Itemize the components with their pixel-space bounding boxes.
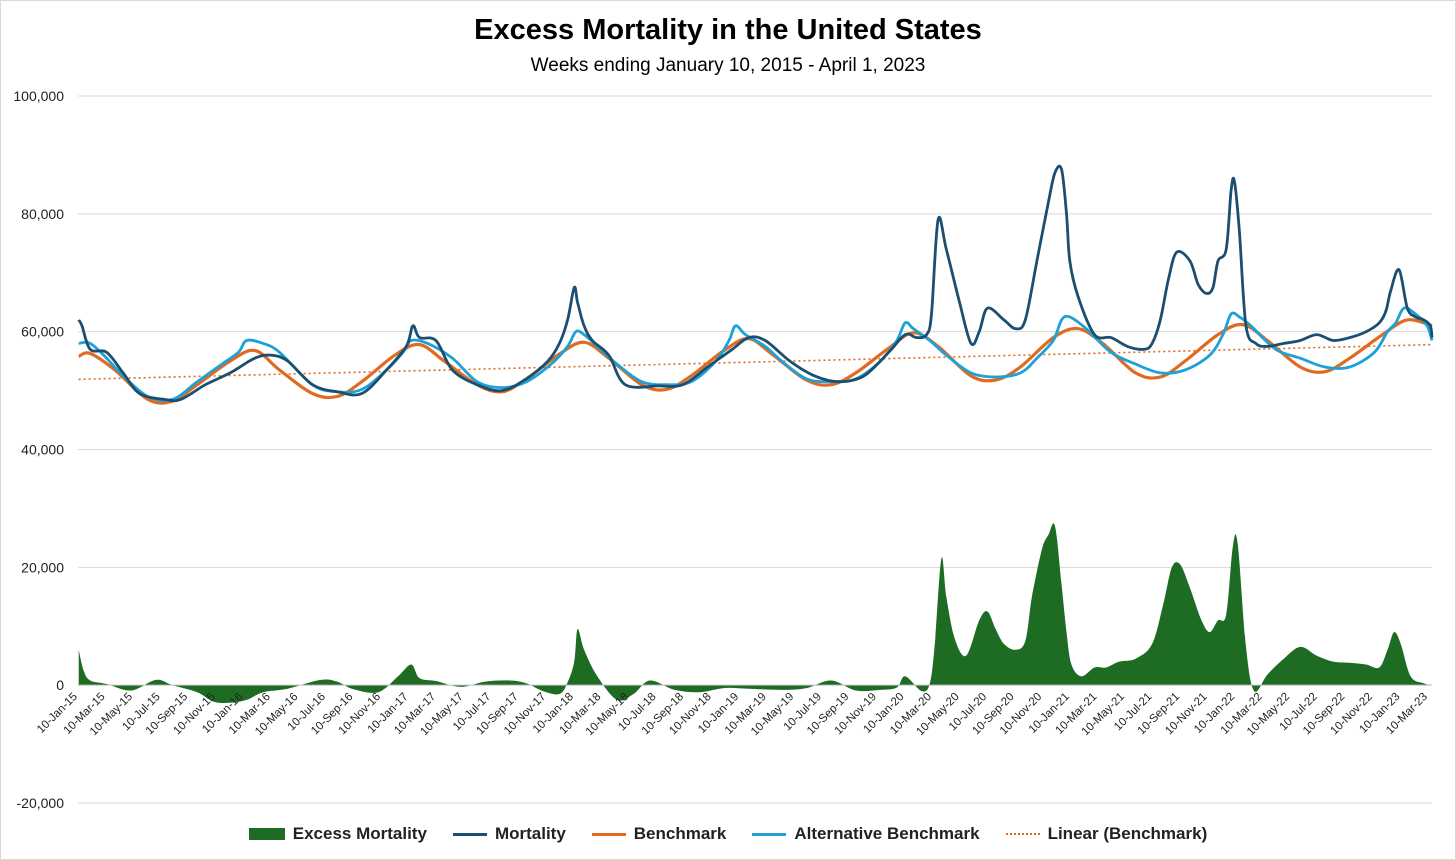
series-mortality [77,164,1434,403]
y-tick-label: 40,000 [21,442,64,458]
legend-label-excess: Excess Mortality [292,824,427,843]
legend-swatch-excess [248,828,285,840]
legend-item-mortality: Mortality [452,824,566,844]
chart-subtitle: Weeks ending January 10, 2015 - April 1,… [530,55,926,76]
legend-item-linear: Linear (Benchmark) [1005,824,1208,844]
legend-item-benchmark: Benchmark [591,824,727,844]
y-axis-labels: -20,000 0 20,000 40,000 60,000 80,000 100,000 [13,88,64,811]
gridlines [78,95,1432,804]
chart-title: Excess Mortality in the United States [474,14,982,46]
series-alternative-benchmark [78,306,1434,403]
legend-swatch-mortality [452,832,487,836]
legend-label-alternative: Alternative Benchmark [794,824,980,843]
y-tick-label: 20,000 [21,559,64,575]
legend-item-excess: Excess Mortality [248,824,427,844]
legend-item-alternative: Alternative Benchmark [752,824,980,844]
legend-swatch-linear [1005,833,1040,835]
legend-swatch-alternative [752,832,787,836]
y-tick-label: -20,000 [17,795,65,811]
legend: Excess Mortality Mortality Benchmark Alt… [0,824,1456,844]
plot-area [77,164,1434,704]
series-excess-mortality [78,523,1433,704]
y-tick-label: 60,000 [21,324,64,340]
y-tick-label: 0 [56,677,64,693]
legend-label-mortality: Mortality [494,824,566,843]
series-linear-benchmark [78,343,1433,381]
legend-label-benchmark: Benchmark [633,824,727,843]
legend-label-linear: Linear (Benchmark) [1047,824,1208,843]
legend-swatch-benchmark [591,832,626,836]
y-tick-label: 80,000 [21,206,64,222]
y-tick-label: 100,000 [13,88,64,104]
